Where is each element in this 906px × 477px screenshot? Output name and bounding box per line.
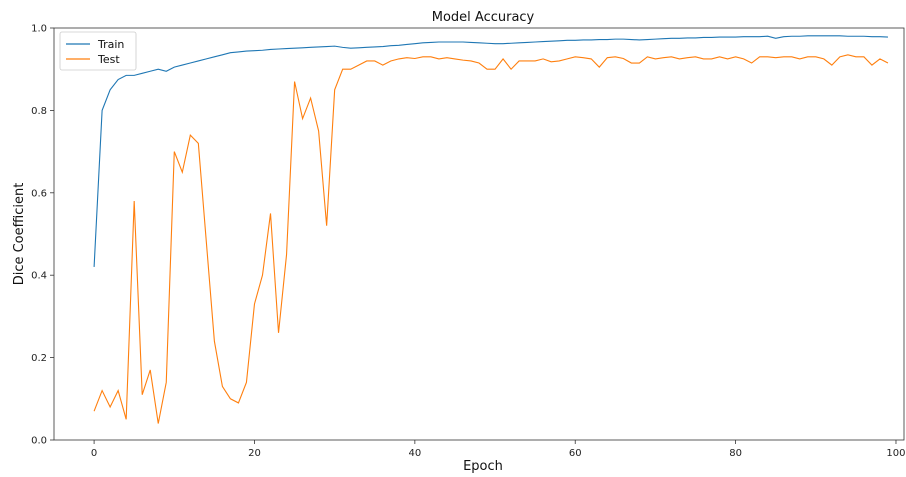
legend-box [59, 31, 137, 71]
x-tick-label: 80 [729, 448, 742, 459]
series-line-train [93, 35, 888, 267]
x-tick-label: 60 [569, 448, 582, 459]
y-tick-label: 0.2 [31, 353, 47, 364]
y-tick-label: 0.4 [31, 271, 47, 282]
series-line-test [93, 54, 889, 424]
chart-title: Model Accuracy [432, 10, 535, 25]
y-axis-label: Dice Coefficient [12, 183, 27, 286]
y-tick-label: 1.0 [31, 24, 47, 35]
x-tick-label: 20 [248, 448, 261, 459]
legend-label-train: Train [97, 38, 124, 51]
plot-frame [53, 27, 905, 441]
x-tick-label: 40 [408, 448, 421, 459]
x-axis-label: Epoch [463, 459, 503, 474]
x-tick-label: 100 [886, 448, 905, 459]
legend-label-test: Test [97, 53, 120, 66]
y-tick-label: 0.6 [31, 188, 47, 199]
x-tick-label: 0 [91, 448, 97, 459]
y-tick-label: 0.8 [31, 106, 47, 117]
y-tick-label: 0.0 [31, 436, 47, 447]
